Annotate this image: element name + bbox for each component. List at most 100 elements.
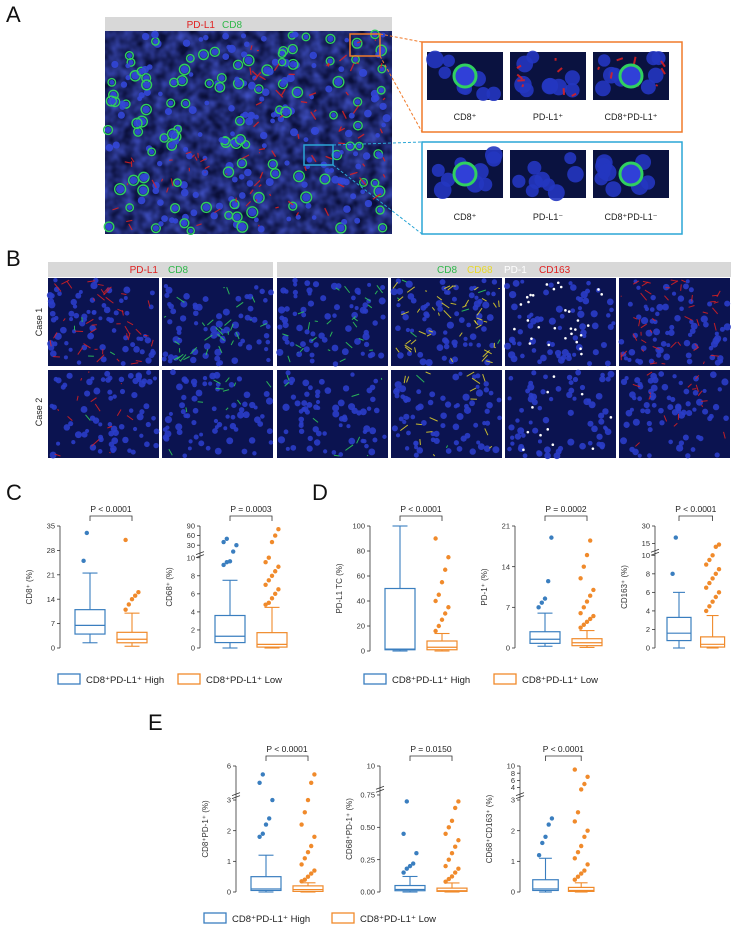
box-iqr	[529, 631, 561, 644]
y-tick-label: 30	[187, 541, 195, 550]
outlier-point	[588, 538, 593, 543]
y-tick-label: 40	[357, 597, 365, 606]
panel-a-header-cd8: CD8	[222, 20, 242, 31]
box-high	[532, 816, 559, 893]
significance-bracket	[89, 515, 133, 521]
outlier-point	[543, 834, 548, 840]
legend-d-low-swatch	[493, 673, 517, 685]
legend-e-high-swatch	[203, 912, 227, 924]
outlier-point	[578, 610, 583, 616]
outlier-point	[136, 590, 141, 595]
outlier-point	[266, 555, 271, 560]
outlier-point	[710, 553, 715, 558]
panel-b-micrograph-grid	[46, 277, 731, 460]
outlier-point	[572, 856, 577, 861]
outlier-point	[707, 604, 712, 609]
y-tick-label: 28	[47, 546, 55, 555]
box-plot-e1: 0 1 2 3 6 CD8⁺PD-1⁺ (%) P < 0.0001	[201, 744, 324, 897]
legend-d-low-label: CD8⁺PD-L1⁺ Low	[522, 675, 598, 686]
p-value-label: P < 0.0001	[675, 504, 716, 514]
outlier-point	[584, 552, 590, 558]
outlier-point	[572, 767, 577, 772]
outlier-point	[585, 828, 590, 833]
y-tick-label: 80	[357, 547, 365, 556]
y-tick-label: 1	[511, 857, 515, 866]
outlier-point	[84, 530, 90, 536]
y-tick-label: 0.50	[360, 823, 375, 832]
y-tick-label: 100	[352, 522, 365, 531]
y-tick-label: 6	[511, 776, 515, 785]
panel-b-header-pdl1: PD-L1	[130, 265, 159, 276]
box-iqr	[567, 886, 595, 892]
outlier-point	[588, 593, 593, 598]
outlier-point	[582, 834, 587, 840]
zoom-bottom-label-2: PD-L1⁻	[533, 212, 564, 222]
box-low	[292, 772, 324, 893]
box-low	[426, 536, 458, 652]
box-low	[567, 767, 595, 893]
significance-bracket	[229, 515, 273, 521]
outlier-point	[129, 597, 135, 602]
outlier-point	[443, 879, 448, 884]
box-low	[699, 542, 726, 649]
zoom-connector-orange-bottom	[379, 55, 423, 133]
y-axis-label: PD-1⁺ (%)	[480, 568, 489, 605]
y-tick-label: 15	[642, 539, 650, 548]
outlier-point	[673, 535, 678, 540]
outlier-point	[302, 856, 307, 861]
y-tick-label: 60	[357, 572, 365, 581]
legend-c-low-label: CD8⁺PD-L1⁺ Low	[206, 675, 282, 686]
box-iqr	[292, 885, 324, 892]
legend-c-high-swatch	[57, 673, 81, 685]
y-tick-label: 2	[227, 826, 231, 835]
outlier-point	[575, 810, 581, 815]
outlier-point	[269, 596, 275, 601]
outlier-point	[578, 625, 583, 630]
y-axis-label: CD68⁺CD163⁺ (%)	[485, 794, 494, 863]
zoom-top-label-3: CD8⁺PD-L1⁺	[604, 112, 657, 122]
y-tick-label: 10	[367, 762, 375, 771]
outlier-point	[273, 591, 278, 597]
panel-b-header-cd8b: CD8	[437, 265, 457, 276]
outlier-point	[260, 772, 265, 777]
outlier-point	[542, 596, 548, 601]
y-tick-label: 60	[187, 531, 195, 540]
y-tick-label: 8	[646, 569, 650, 578]
outlier-point	[575, 849, 581, 855]
y-tick-label: 2	[191, 626, 195, 635]
outlier-point	[276, 564, 281, 569]
outlier-point	[585, 774, 590, 779]
outlier-point	[572, 877, 577, 882]
outlier-point	[578, 576, 583, 581]
y-tick-label: 6	[227, 762, 231, 771]
outlier-point	[267, 816, 272, 821]
legend-e-low-label: CD8⁺PD-L1⁺ Low	[360, 914, 436, 925]
outlier-point	[302, 810, 307, 815]
panel-b-header-cd163: CD163	[539, 265, 571, 276]
legend-e-low-swatch	[331, 912, 355, 924]
y-tick-label: 2	[511, 826, 515, 835]
outlier-point	[707, 557, 712, 563]
y-tick-label: 7	[506, 603, 510, 612]
box-low	[571, 538, 603, 648]
outlier-point	[123, 607, 128, 612]
axis-break	[195, 551, 205, 559]
outlier-point	[305, 874, 311, 879]
outlier-point	[446, 555, 451, 560]
y-axis-label: CD8⁺ (%)	[25, 569, 34, 604]
outlier-point	[309, 843, 314, 849]
outlier-point	[713, 544, 718, 550]
box-high	[214, 536, 246, 649]
box-iqr	[250, 876, 282, 892]
p-value-label: P < 0.0001	[400, 504, 441, 514]
outlier-point	[582, 868, 587, 873]
y-tick-label: 21	[47, 570, 55, 579]
outlier-point	[263, 582, 268, 588]
outlier-point	[704, 562, 709, 567]
box-iqr	[532, 879, 559, 892]
zoom-box-blue	[303, 144, 334, 166]
outlier-point	[302, 877, 307, 882]
y-tick-label: 0.00	[360, 888, 375, 897]
